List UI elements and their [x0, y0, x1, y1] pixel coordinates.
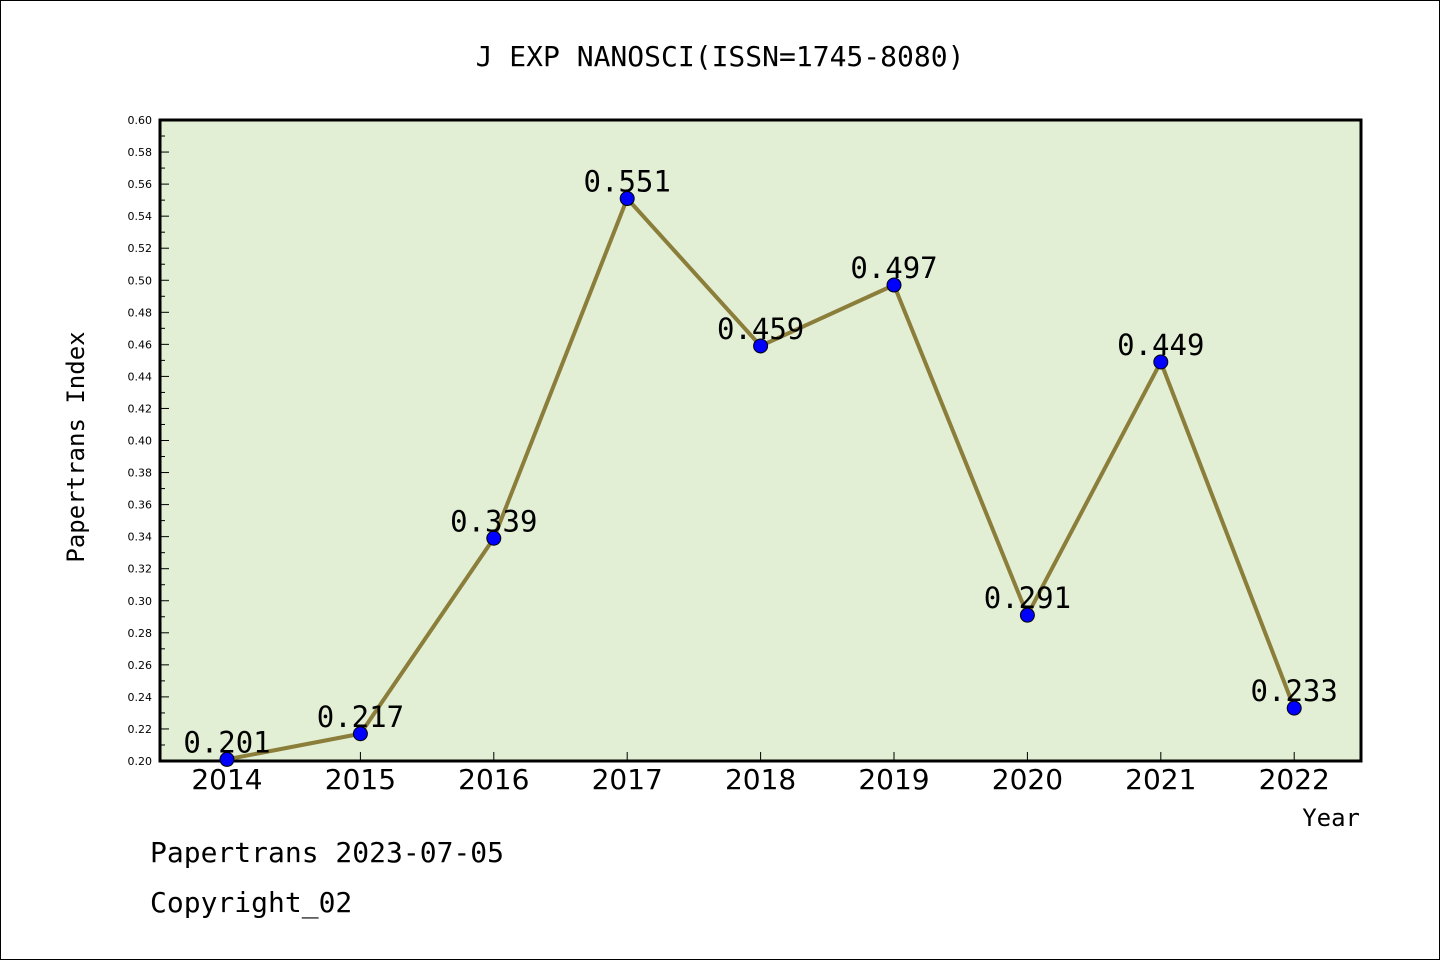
y-tick-label: 0.46	[128, 338, 153, 351]
data-label: 0.497	[850, 251, 937, 285]
y-tick-label: 0.48	[128, 306, 153, 319]
footer-copyright: Copyright_02	[150, 886, 353, 919]
series-line	[219, 191, 1302, 767]
y-tick-label: 0.38	[128, 467, 153, 480]
x-axis: 2014 2015 2016 2017 2018 2019 2020 2021 2022	[191, 752, 1330, 796]
data-label: 0.459	[717, 312, 804, 346]
y-tick-label: 0.32	[128, 563, 153, 576]
y-axis-label: Papertrans Index	[62, 331, 90, 562]
plot-area	[158, 118, 1363, 763]
data-label: 0.201	[183, 725, 270, 759]
y-tick-label: 0.30	[128, 595, 153, 608]
data-point-marker	[1019, 607, 1035, 623]
y-tick-label: 0.44	[128, 370, 153, 383]
y-tick-label: 0.24	[128, 691, 153, 704]
data-point-marker	[486, 530, 502, 546]
x-tick-label: 2015	[325, 763, 396, 796]
data-point-marker	[619, 191, 635, 207]
y-axis: 0.20 0.22 0.24 0.26 0.28 0.30 0.32 0.34 0.36 0.38…	[128, 114, 169, 768]
data-label: 0.291	[984, 581, 1071, 615]
y-tick-label: 0.54	[128, 210, 153, 223]
data-label: 0.339	[450, 504, 537, 538]
x-tick-label: 2017	[592, 763, 663, 796]
data-point-marker	[1286, 700, 1302, 716]
y-tick-label: 0.52	[128, 242, 153, 255]
data-point-marker	[352, 726, 368, 742]
x-tick-label: 2019	[858, 763, 929, 796]
data-labels: 0.201 0.217 0.339 0.551 0.459 0.497 0.291 0.449…	[183, 165, 1338, 760]
y-tick-label: 0.58	[128, 146, 153, 159]
y-tick-label: 0.26	[128, 659, 153, 672]
data-label: 0.217	[317, 700, 404, 734]
y-tick-label: 0.22	[128, 723, 153, 736]
y-tick-label: 0.42	[128, 402, 153, 415]
y-tick-label: 0.28	[128, 627, 153, 640]
data-label: 0.449	[1117, 328, 1204, 362]
data-point-marker	[753, 338, 769, 354]
y-tick-label: 0.34	[128, 531, 153, 544]
x-tick-label: 2014	[191, 763, 262, 796]
y-tick-label: 0.50	[128, 274, 153, 287]
y-tick-label: 0.60	[128, 114, 153, 127]
data-label: 0.551	[584, 165, 671, 199]
data-label: 0.233	[1251, 674, 1338, 708]
data-point-marker	[219, 751, 235, 767]
x-tick-label: 2018	[725, 763, 796, 796]
data-point-marker	[1153, 354, 1169, 370]
y-tick-label: 0.56	[128, 178, 153, 191]
x-tick-label: 2020	[992, 763, 1063, 796]
x-axis-label: Year	[1302, 804, 1360, 832]
x-tick-label: 2022	[1259, 763, 1330, 796]
y-tick-label: 0.40	[128, 435, 153, 448]
x-tick-label: 2021	[1125, 763, 1196, 796]
data-point-marker	[886, 277, 902, 293]
chart-title: J EXP NANOSCI(ISSN=1745-8080)	[476, 40, 965, 73]
y-tick-label: 0.20	[128, 755, 153, 768]
y-tick-label: 0.36	[128, 499, 153, 512]
footer-date: Papertrans 2023-07-05	[150, 836, 505, 869]
x-tick-label: 2016	[458, 763, 529, 796]
